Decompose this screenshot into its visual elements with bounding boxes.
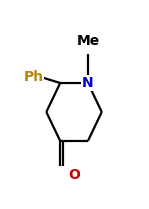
Text: Ph: Ph (24, 70, 44, 84)
Text: O: O (68, 167, 80, 181)
Text: N: N (82, 76, 94, 90)
Text: Me: Me (76, 34, 100, 48)
